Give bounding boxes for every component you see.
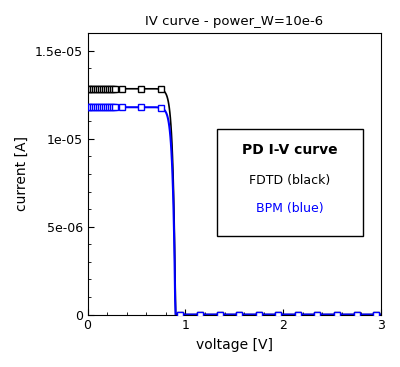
FancyBboxPatch shape — [217, 129, 364, 236]
Text: FDTD (black): FDTD (black) — [250, 174, 331, 187]
X-axis label: voltage [V]: voltage [V] — [196, 338, 273, 352]
Text: BPM (blue): BPM (blue) — [256, 202, 324, 215]
Title: IV curve - power_W=10e-6: IV curve - power_W=10e-6 — [145, 15, 323, 28]
Y-axis label: current [A]: current [A] — [15, 137, 29, 211]
Text: PD I-V curve: PD I-V curve — [242, 143, 338, 157]
